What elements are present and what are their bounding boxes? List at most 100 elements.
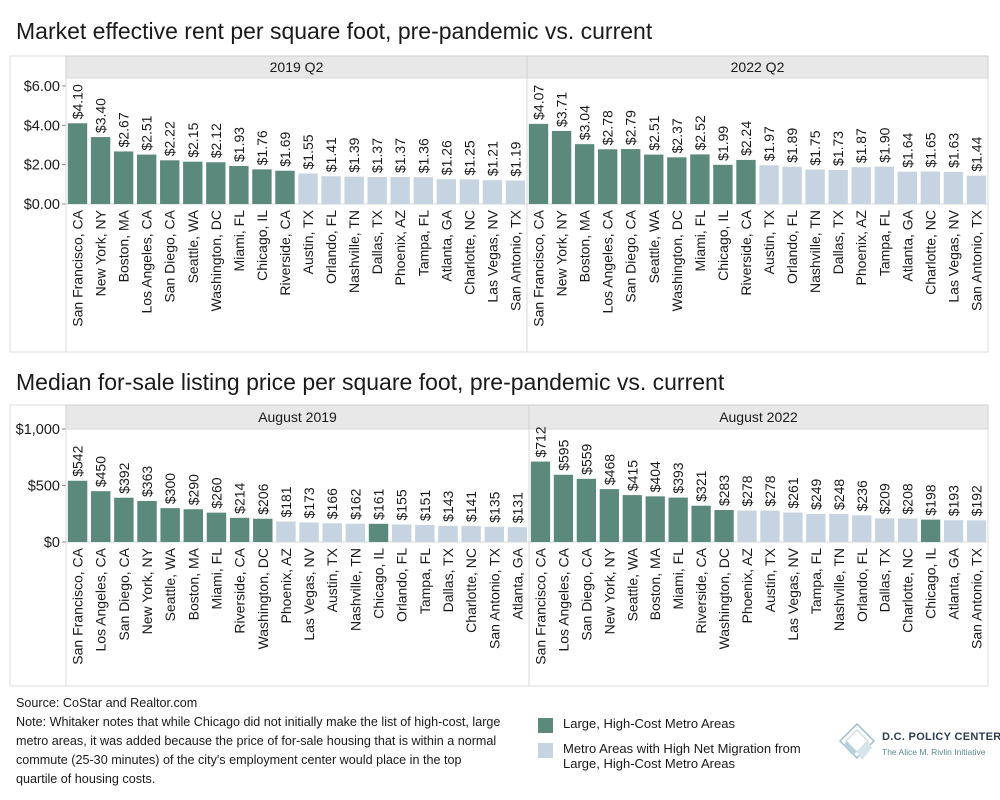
bar: [737, 510, 757, 542]
bar: [91, 491, 111, 542]
legend-swatch-large: [538, 718, 553, 733]
bar: [782, 166, 802, 204]
bar: [806, 513, 826, 542]
bar: [574, 144, 595, 204]
bar-value-label: $3.71: [554, 92, 570, 127]
category-label: Los Angeles, CA: [139, 209, 155, 313]
y-tick-label: $0.00: [24, 197, 60, 213]
bar-value-label: $2.51: [646, 115, 662, 150]
y-tick-label: $500: [28, 479, 60, 495]
category-label: Los Angeles, CA: [600, 209, 616, 313]
category-label: Austin, TX: [761, 209, 777, 274]
panel-plot-area: [65, 428, 530, 543]
bar-value-label: $468: [601, 454, 617, 485]
category-label: San Antonio, TX: [486, 547, 502, 649]
bar-value-label: $1.64: [899, 132, 915, 167]
category-label: Boston, MA: [577, 209, 593, 282]
bar: [299, 522, 319, 542]
category-label: San Antonio, TX: [507, 209, 523, 311]
bar-value-label: $161: [371, 488, 387, 519]
chart-title-price: Median for-sale listing price per square…: [16, 369, 725, 395]
category-label: Washington, DC: [716, 548, 732, 649]
bar-value-label: $1.25: [461, 140, 477, 175]
bar-value-label: $155: [394, 489, 410, 520]
bar-value-label: $321: [693, 470, 709, 501]
methodology-note: Note: Whitaker notes that while Chicago …: [16, 715, 501, 786]
category-label: Tampa, FL: [415, 210, 431, 276]
bar: [736, 159, 756, 204]
dc-policy-center-logo: D.C. POLICY CENTER The Alice M. Rivlin I…: [838, 722, 1000, 772]
bar: [391, 524, 412, 542]
bar: [484, 526, 504, 542]
bar-value-label: $595: [555, 439, 571, 470]
legend: Large, High-Cost Metro Areas Metro Areas…: [538, 716, 803, 779]
bar-value-label: $404: [647, 461, 663, 492]
bar-value-label: $1.90: [876, 127, 892, 162]
bar: [576, 478, 597, 542]
bar-value-label: $1.93: [231, 127, 247, 162]
category-label: Nashville, TN: [347, 548, 363, 631]
source-note: Source: CoStar and Realtor.com: [16, 696, 198, 710]
category-label: Las Vegas, NV: [785, 547, 801, 640]
charts-svg: $0.00 $2.00 $4.00 $6.00 2019 Q2 $4.10 San Fran…: [9, 55, 989, 687]
category-label: San Antonio, TX: [968, 209, 984, 311]
bar-value-label: $712: [532, 426, 548, 457]
category-label: Washington, DC: [255, 548, 271, 649]
category-label: Phoenix, AZ: [853, 210, 869, 286]
bar: [367, 177, 387, 204]
footer-notes: Source: CoStar and Realtor.com Note: Whi…: [16, 694, 506, 789]
bar-value-label: $1.21: [484, 141, 500, 176]
category-label: San Francisco, CA: [70, 209, 86, 326]
category-label: New York, NY: [139, 547, 155, 634]
bar: [874, 166, 894, 204]
category-label: Tampa, FL: [876, 210, 892, 276]
bar: [206, 512, 227, 542]
bar: [90, 137, 111, 204]
category-label: Seattle, WA: [624, 547, 640, 621]
bar: [229, 517, 250, 542]
category-label: Boston, MA: [647, 547, 663, 620]
category-label: Riverside, CA: [738, 209, 754, 295]
bar-value-label: $4.10: [70, 84, 86, 119]
category-label: Seattle, WA: [646, 209, 662, 283]
bar-value-label: $260: [208, 477, 224, 508]
category-label: Dallas, TX: [369, 209, 385, 274]
bar: [966, 175, 987, 204]
category-label: Nashville, TN: [831, 548, 847, 631]
bar-value-label: $3.04: [577, 105, 593, 140]
category-label: Dallas, TX: [440, 547, 456, 612]
bar-value-label: $3.40: [93, 98, 109, 133]
bar-value-label: $135: [486, 491, 502, 522]
category-label: Los Angeles, CA: [93, 547, 109, 651]
legend-label-migration: Metro Areas with High Net Migration from…: [563, 741, 801, 771]
category-label: Phoenix, AZ: [278, 548, 294, 624]
bar: [252, 169, 272, 204]
y-tick-label: $1,000: [16, 422, 60, 438]
bar-value-label: $2.67: [116, 112, 132, 147]
bar-value-label: $1.87: [853, 128, 869, 163]
bar: [852, 515, 872, 542]
category-label: Charlotte, NC: [461, 210, 477, 295]
bar-value-label: $151: [417, 490, 433, 521]
category-label: Riverside, CA: [277, 209, 293, 295]
category-label: San Antonio, TX: [969, 547, 985, 649]
bar-value-label: $131: [509, 492, 525, 523]
y-tick-label: $4.00: [24, 118, 60, 134]
bar: [415, 524, 435, 542]
panel-plot-area: [65, 77, 528, 205]
category-label: Dallas, TX: [877, 547, 893, 612]
bar-value-label: $193: [946, 485, 962, 516]
category-label: Phoenix, AZ: [739, 548, 755, 624]
category-label: Las Vegas, NV: [945, 209, 961, 302]
panel-plot-area: [528, 428, 989, 543]
bar: [828, 169, 848, 204]
bar-value-label: $166: [324, 488, 340, 519]
bar-value-label: $261: [785, 477, 801, 508]
bar: [783, 512, 803, 542]
bar-value-label: $248: [831, 479, 847, 510]
chart-title-rent: Market effective rent per square foot, p…: [16, 18, 653, 44]
bar: [229, 166, 249, 204]
bar-value-label: $278: [739, 475, 755, 506]
bar-value-label: $249: [808, 479, 824, 510]
bar-value-label: $278: [762, 475, 778, 506]
